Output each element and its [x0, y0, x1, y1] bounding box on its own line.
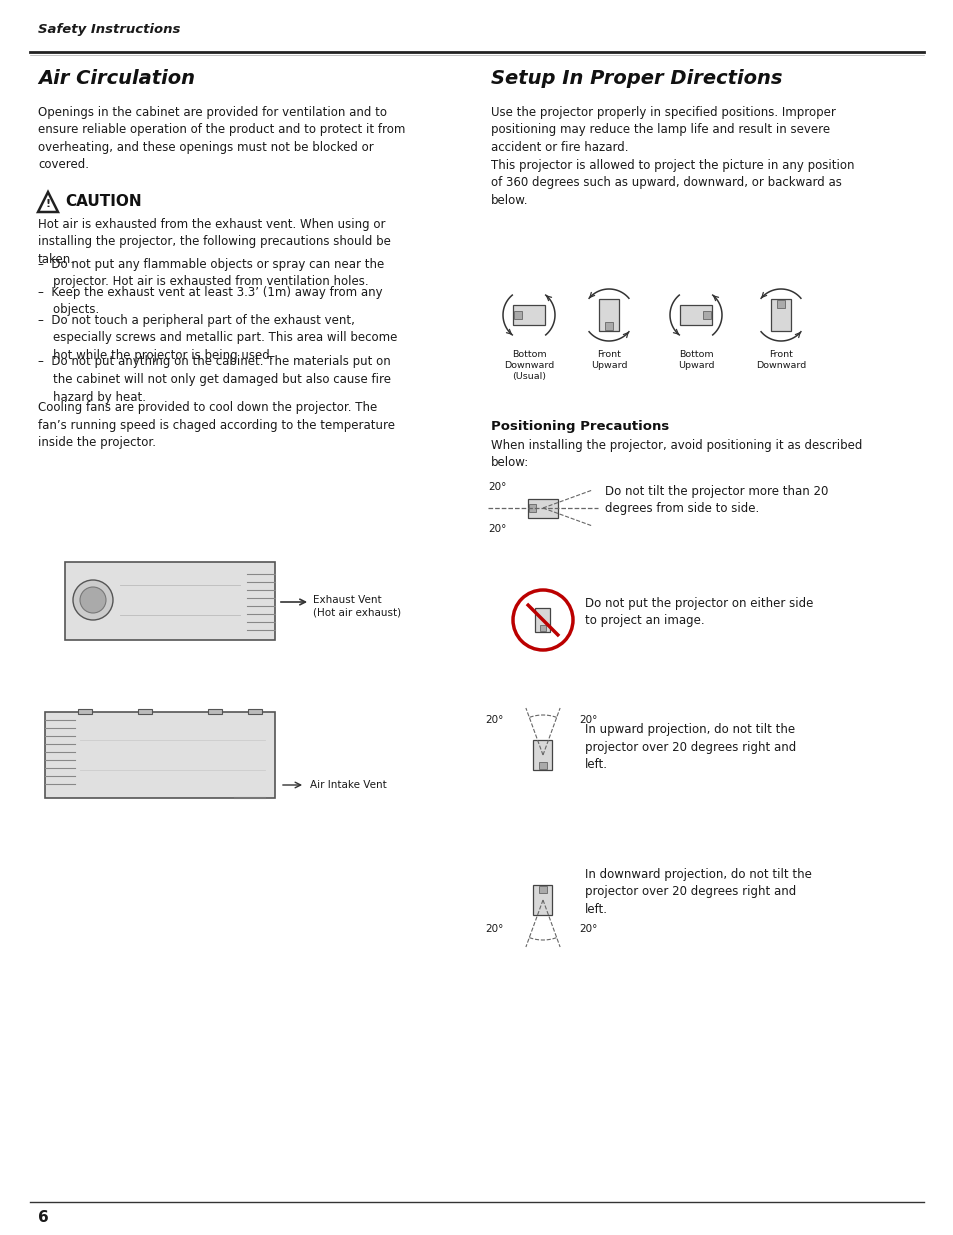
Text: 20°: 20°	[578, 715, 597, 725]
Text: When installing the projector, avoid positioning it as described
below:: When installing the projector, avoid pos…	[491, 438, 862, 469]
Text: Hot air is exhausted from the exhaust vent. When using or
installing the project: Hot air is exhausted from the exhaust ve…	[38, 219, 391, 266]
Text: –  Do not touch a peripheral part of the exhaust vent,
    especially screws and: – Do not touch a peripheral part of the …	[38, 314, 397, 362]
Bar	[78, 709, 91, 714]
Text: –  Do not put anything on the cabinet. The materials put on
    the cabinet will: – Do not put anything on the cabinet. Th…	[38, 356, 391, 404]
Text: 6: 6	[38, 1210, 49, 1225]
Text: 20°: 20°	[488, 524, 506, 534]
Bar	[45, 713, 274, 798]
Text: Do not put the projector on either side
to project an image.: Do not put the projector on either side …	[584, 597, 813, 627]
Text: Bottom
Downward
(Usual): Bottom Downward (Usual)	[503, 350, 554, 382]
Text: Setup In Proper Directions: Setup In Proper Directions	[491, 69, 781, 88]
Text: Openings in the cabinet are provided for ventilation and to
ensure reliable oper: Openings in the cabinet are provided for…	[38, 106, 405, 172]
Polygon shape	[538, 762, 546, 769]
Polygon shape	[702, 311, 710, 319]
Text: !: !	[46, 199, 51, 209]
Text: Air Intake Vent: Air Intake Vent	[310, 781, 386, 790]
Polygon shape	[533, 740, 552, 771]
Text: Front
Downward: Front Downward	[755, 350, 805, 370]
Circle shape	[73, 580, 112, 620]
Text: 20°: 20°	[578, 924, 597, 934]
Polygon shape	[513, 305, 544, 325]
Polygon shape	[679, 305, 711, 325]
Text: Use the projector properly in specified positions. Improper
positioning may redu: Use the projector properly in specified …	[491, 106, 854, 206]
Polygon shape	[535, 608, 550, 632]
Text: –  Keep the exhaust vent at least 3.3’ (1m) away from any
    objects.: – Keep the exhaust vent at least 3.3’ (1…	[38, 287, 382, 316]
Bar	[138, 709, 152, 714]
Text: Exhaust Vent
(Hot air exhaust): Exhaust Vent (Hot air exhaust)	[313, 595, 400, 618]
Text: In downward projection, do not tilt the
projector over 20 degrees right and
left: In downward projection, do not tilt the …	[584, 868, 811, 916]
Text: –  Do not put any flammable objects or spray can near the
    projector. Hot air: – Do not put any flammable objects or sp…	[38, 258, 384, 289]
Text: Do not tilt the projector more than 20
degrees from side to side.: Do not tilt the projector more than 20 d…	[604, 485, 827, 515]
Text: 20°: 20°	[488, 482, 506, 492]
Bar	[208, 709, 222, 714]
Text: Front
Upward: Front Upward	[590, 350, 626, 370]
Polygon shape	[770, 299, 790, 331]
Polygon shape	[527, 499, 558, 517]
Circle shape	[80, 587, 106, 613]
Polygon shape	[539, 625, 545, 631]
Text: 20°: 20°	[484, 924, 503, 934]
Polygon shape	[598, 299, 618, 331]
Text: In upward projection, do not tilt the
projector over 20 degrees right and
left.: In upward projection, do not tilt the pr…	[584, 722, 796, 771]
Polygon shape	[528, 504, 536, 511]
Polygon shape	[604, 322, 613, 330]
Polygon shape	[533, 884, 552, 915]
Text: Bottom
Upward: Bottom Upward	[677, 350, 714, 370]
Bar	[248, 709, 262, 714]
Text: 20°: 20°	[484, 715, 503, 725]
Polygon shape	[538, 885, 546, 893]
Text: Cooling fans are provided to cool down the projector. The
fan’s running speed is: Cooling fans are provided to cool down t…	[38, 401, 395, 450]
Text: Air Circulation: Air Circulation	[38, 69, 194, 88]
Text: CAUTION: CAUTION	[65, 194, 141, 210]
Bar	[65, 562, 274, 640]
Text: Safety Instructions: Safety Instructions	[38, 23, 180, 36]
Polygon shape	[776, 300, 784, 308]
Text: Positioning Precautions: Positioning Precautions	[491, 420, 669, 433]
Polygon shape	[514, 311, 521, 319]
